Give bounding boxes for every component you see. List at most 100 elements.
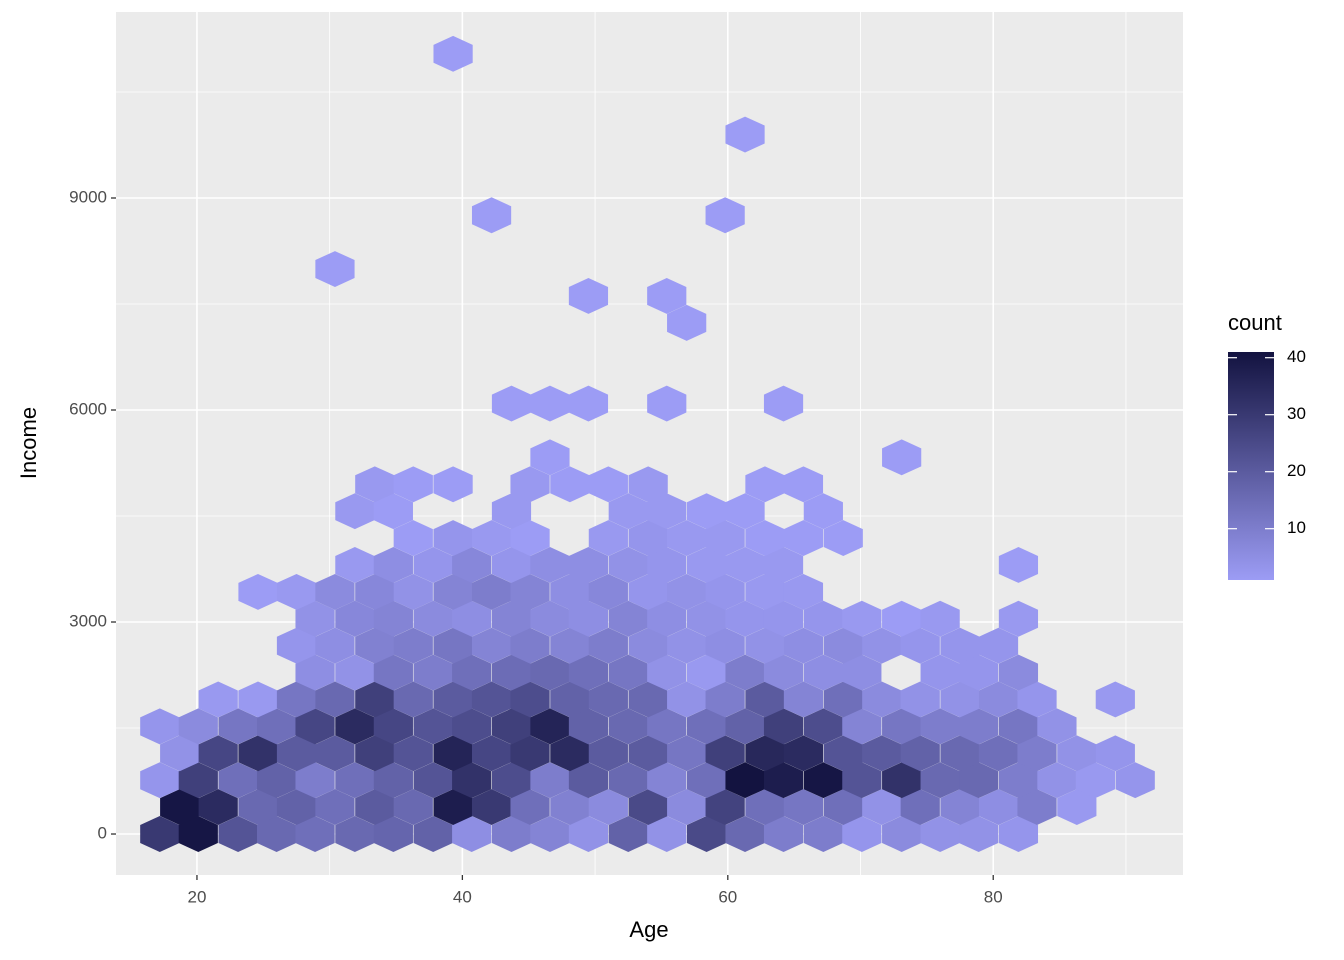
hex-bin — [647, 708, 687, 745]
hex-bin — [745, 573, 785, 610]
legend-title: count — [1228, 310, 1282, 335]
hex-bin — [998, 654, 1039, 691]
hex-bin — [355, 789, 395, 826]
hex-bin — [686, 600, 727, 637]
hex-bin — [686, 708, 727, 745]
hex-bin — [940, 735, 980, 772]
hex-bin — [862, 789, 902, 826]
hex-bin — [842, 600, 882, 637]
hex-bin — [588, 520, 628, 556]
hex-bin — [647, 762, 687, 799]
hex-bin — [628, 627, 668, 664]
hex-bin — [725, 547, 765, 583]
hex-bin — [745, 681, 785, 718]
hex-bin — [276, 789, 317, 826]
hex-bin — [628, 573, 668, 610]
hex-bin — [393, 789, 433, 826]
hex-bin — [413, 762, 453, 799]
hex-bin — [471, 573, 512, 610]
hex-bin — [725, 708, 765, 745]
hex-bin — [198, 681, 238, 718]
hex-bin — [373, 816, 413, 852]
hex-bin — [198, 789, 238, 826]
hex-bin — [686, 493, 727, 530]
hex-bin — [803, 654, 843, 691]
hex-bin — [178, 708, 218, 745]
hex-bin — [433, 466, 473, 503]
hex-bin — [550, 573, 590, 610]
hex-bin — [667, 681, 707, 718]
y-axis-title: Income — [16, 407, 41, 479]
hex-bin — [998, 600, 1039, 637]
hex-bin — [373, 654, 413, 691]
hex-bin — [959, 654, 999, 691]
hex-bin — [647, 600, 687, 637]
hex-bin — [471, 520, 512, 556]
hex-bin — [198, 735, 238, 772]
hex-bin — [550, 789, 590, 826]
hex-bin — [705, 573, 745, 610]
hex-bin — [842, 762, 882, 799]
hex-bin — [413, 600, 453, 637]
hex-bin — [725, 654, 765, 691]
hex-bin — [608, 547, 648, 583]
hex-bin — [1017, 789, 1057, 826]
hex-bin — [335, 547, 375, 583]
hex-bin — [763, 762, 804, 799]
hex-bin — [315, 573, 355, 610]
hex-bin — [355, 466, 395, 503]
hex-bin — [588, 681, 628, 718]
hex-bin — [276, 681, 317, 718]
hex-bin — [471, 197, 512, 234]
hex-bin — [667, 789, 707, 826]
hex-bin — [393, 681, 433, 718]
hex-bin — [686, 816, 727, 852]
hex-bin — [568, 708, 609, 745]
hex-bin — [647, 385, 687, 422]
hex-bin — [588, 735, 628, 772]
hex-bin — [940, 789, 980, 826]
hex-bin — [705, 789, 745, 826]
hex-bin — [295, 816, 335, 852]
hex-bin — [491, 816, 532, 852]
hex-bin — [763, 816, 804, 852]
hex-bin — [530, 439, 570, 476]
hex-bin — [705, 197, 745, 234]
hex-bin — [842, 816, 882, 852]
hex-bin — [355, 627, 395, 664]
hex-bin — [413, 547, 453, 583]
hex-bin — [491, 654, 532, 691]
hex-bin — [276, 735, 317, 772]
hex-bin — [530, 654, 570, 691]
hex-bin — [413, 708, 453, 745]
hex-bin — [763, 547, 804, 583]
y-tick-label: 9000 — [69, 187, 107, 206]
hex-bin — [783, 681, 824, 718]
hex-bin — [882, 439, 922, 476]
hex-bin — [920, 816, 960, 852]
hex-bin — [900, 789, 940, 826]
hex-bin — [433, 627, 473, 664]
hex-bin — [550, 735, 590, 772]
x-tick-label: 20 — [187, 887, 206, 906]
hex-bin — [647, 816, 687, 852]
hex-bin — [823, 789, 863, 826]
hex-bin — [823, 520, 863, 556]
hex-bin — [510, 789, 550, 826]
hex-bin — [978, 681, 1019, 718]
hex-bin — [510, 573, 550, 610]
hex-bin — [355, 681, 395, 718]
hex-bin — [920, 654, 960, 691]
hex-bin — [471, 627, 512, 664]
hex-bin — [471, 789, 512, 826]
hex-bin — [686, 654, 727, 691]
hex-bin — [218, 762, 258, 799]
hex-bin — [393, 735, 433, 772]
hex-bin — [295, 708, 335, 745]
hex-bin — [745, 466, 785, 503]
hex-bin — [608, 493, 648, 530]
hex-bin — [882, 708, 922, 745]
hex-bin — [530, 600, 570, 637]
hex-bin — [550, 681, 590, 718]
hex-bin — [295, 654, 335, 691]
